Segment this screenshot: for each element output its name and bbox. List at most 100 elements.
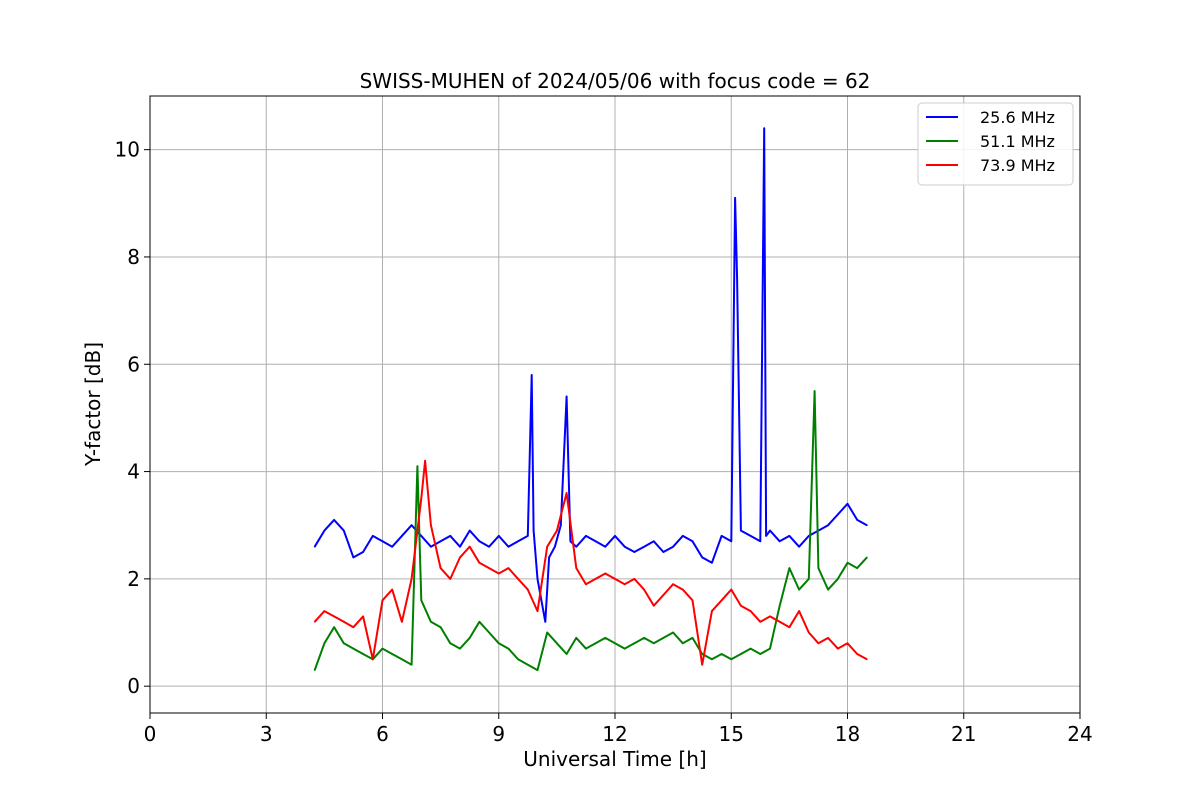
data-point (817, 642, 820, 645)
data-point (546, 545, 548, 548)
data-point (569, 540, 572, 543)
y-axis-label: Y-factor [dB] (81, 342, 105, 467)
data-point (498, 535, 500, 537)
data-point (410, 578, 413, 580)
data-point (749, 647, 752, 650)
x-tick-label: 24 (1067, 722, 1092, 746)
data-point (672, 545, 674, 548)
data-point (488, 631, 490, 634)
data-point (410, 663, 413, 666)
data-point (662, 551, 665, 553)
y-tick-label: 0 (127, 674, 140, 698)
data-point (817, 567, 820, 569)
data-point (420, 497, 423, 500)
y-tick-label: 4 (127, 460, 140, 484)
data-point (565, 653, 568, 655)
data-point (459, 647, 461, 650)
data-point (778, 604, 781, 607)
data-point (711, 562, 713, 564)
data-point (633, 578, 636, 580)
data-point (827, 588, 829, 591)
data-point (740, 529, 742, 532)
data-point (517, 540, 519, 543)
data-point (416, 465, 419, 468)
data-point (759, 653, 762, 655)
data-point (343, 621, 345, 623)
data-point (623, 647, 626, 650)
data-point (420, 599, 423, 602)
data-point (623, 545, 626, 548)
data-point (323, 529, 326, 532)
data-point (352, 647, 355, 650)
data-point (856, 653, 858, 655)
data-point (478, 621, 481, 623)
data-point (585, 647, 587, 650)
data-point (691, 599, 694, 602)
data-point (391, 653, 394, 655)
data-point (560, 524, 562, 526)
data-point (424, 460, 426, 462)
data-point (362, 615, 364, 618)
data-point (711, 610, 713, 612)
data-point (420, 535, 423, 537)
data-point (381, 540, 384, 543)
data-point (778, 621, 781, 623)
x-tick-label: 9 (492, 722, 505, 746)
data-point (813, 390, 816, 392)
legend-label: 25.6 MHz (980, 108, 1055, 127)
data-point (439, 567, 442, 569)
data-point (614, 578, 616, 580)
data-point (720, 599, 723, 602)
data-point (430, 545, 432, 548)
x-tick-label: 6 (376, 722, 389, 746)
data-point (765, 535, 767, 537)
data-point (459, 545, 461, 548)
data-point (556, 529, 558, 532)
data-point (430, 524, 432, 526)
y-tick-label: 2 (127, 567, 140, 591)
data-point (517, 578, 519, 580)
data-point (548, 556, 550, 559)
data-point (594, 642, 597, 645)
data-point (711, 658, 713, 661)
data-point (575, 545, 578, 548)
data-point (313, 669, 316, 671)
data-point (546, 631, 548, 634)
chart-title: SWISS-MUHEN of 2024/05/06 with focus cod… (360, 69, 871, 93)
data-point (527, 535, 529, 537)
data-point (788, 535, 791, 537)
data-point (740, 653, 742, 655)
data-point (449, 535, 452, 537)
data-point (623, 583, 626, 585)
data-point (856, 567, 858, 569)
data-point (604, 637, 607, 639)
x-tick-label: 3 (260, 722, 273, 746)
legend-label: 73.9 MHz (980, 156, 1055, 175)
data-point (498, 572, 500, 575)
data-point (653, 642, 655, 645)
data-point (391, 588, 394, 591)
legend: 25.6 MHz 51.1 MHz 73.9 MHz (917, 102, 1074, 186)
x-tick-label: 0 (144, 722, 157, 746)
data-point (808, 631, 810, 634)
data-point (439, 540, 442, 543)
data-point (682, 588, 684, 591)
data-point (488, 567, 490, 569)
data-point (740, 604, 742, 607)
data-point (653, 604, 655, 607)
y-tick-label: 8 (127, 245, 140, 269)
data-point (333, 615, 335, 618)
data-point (585, 583, 587, 585)
data-point (488, 545, 490, 548)
data-point (662, 637, 665, 639)
x-axis-label: Universal Time [h] (523, 747, 706, 771)
data-point (643, 545, 645, 548)
data-point (614, 535, 616, 537)
data-point (720, 653, 723, 655)
data-point (575, 567, 578, 569)
data-point (391, 545, 394, 548)
data-point (313, 545, 316, 548)
data-point (734, 197, 736, 199)
data-point (532, 529, 535, 532)
